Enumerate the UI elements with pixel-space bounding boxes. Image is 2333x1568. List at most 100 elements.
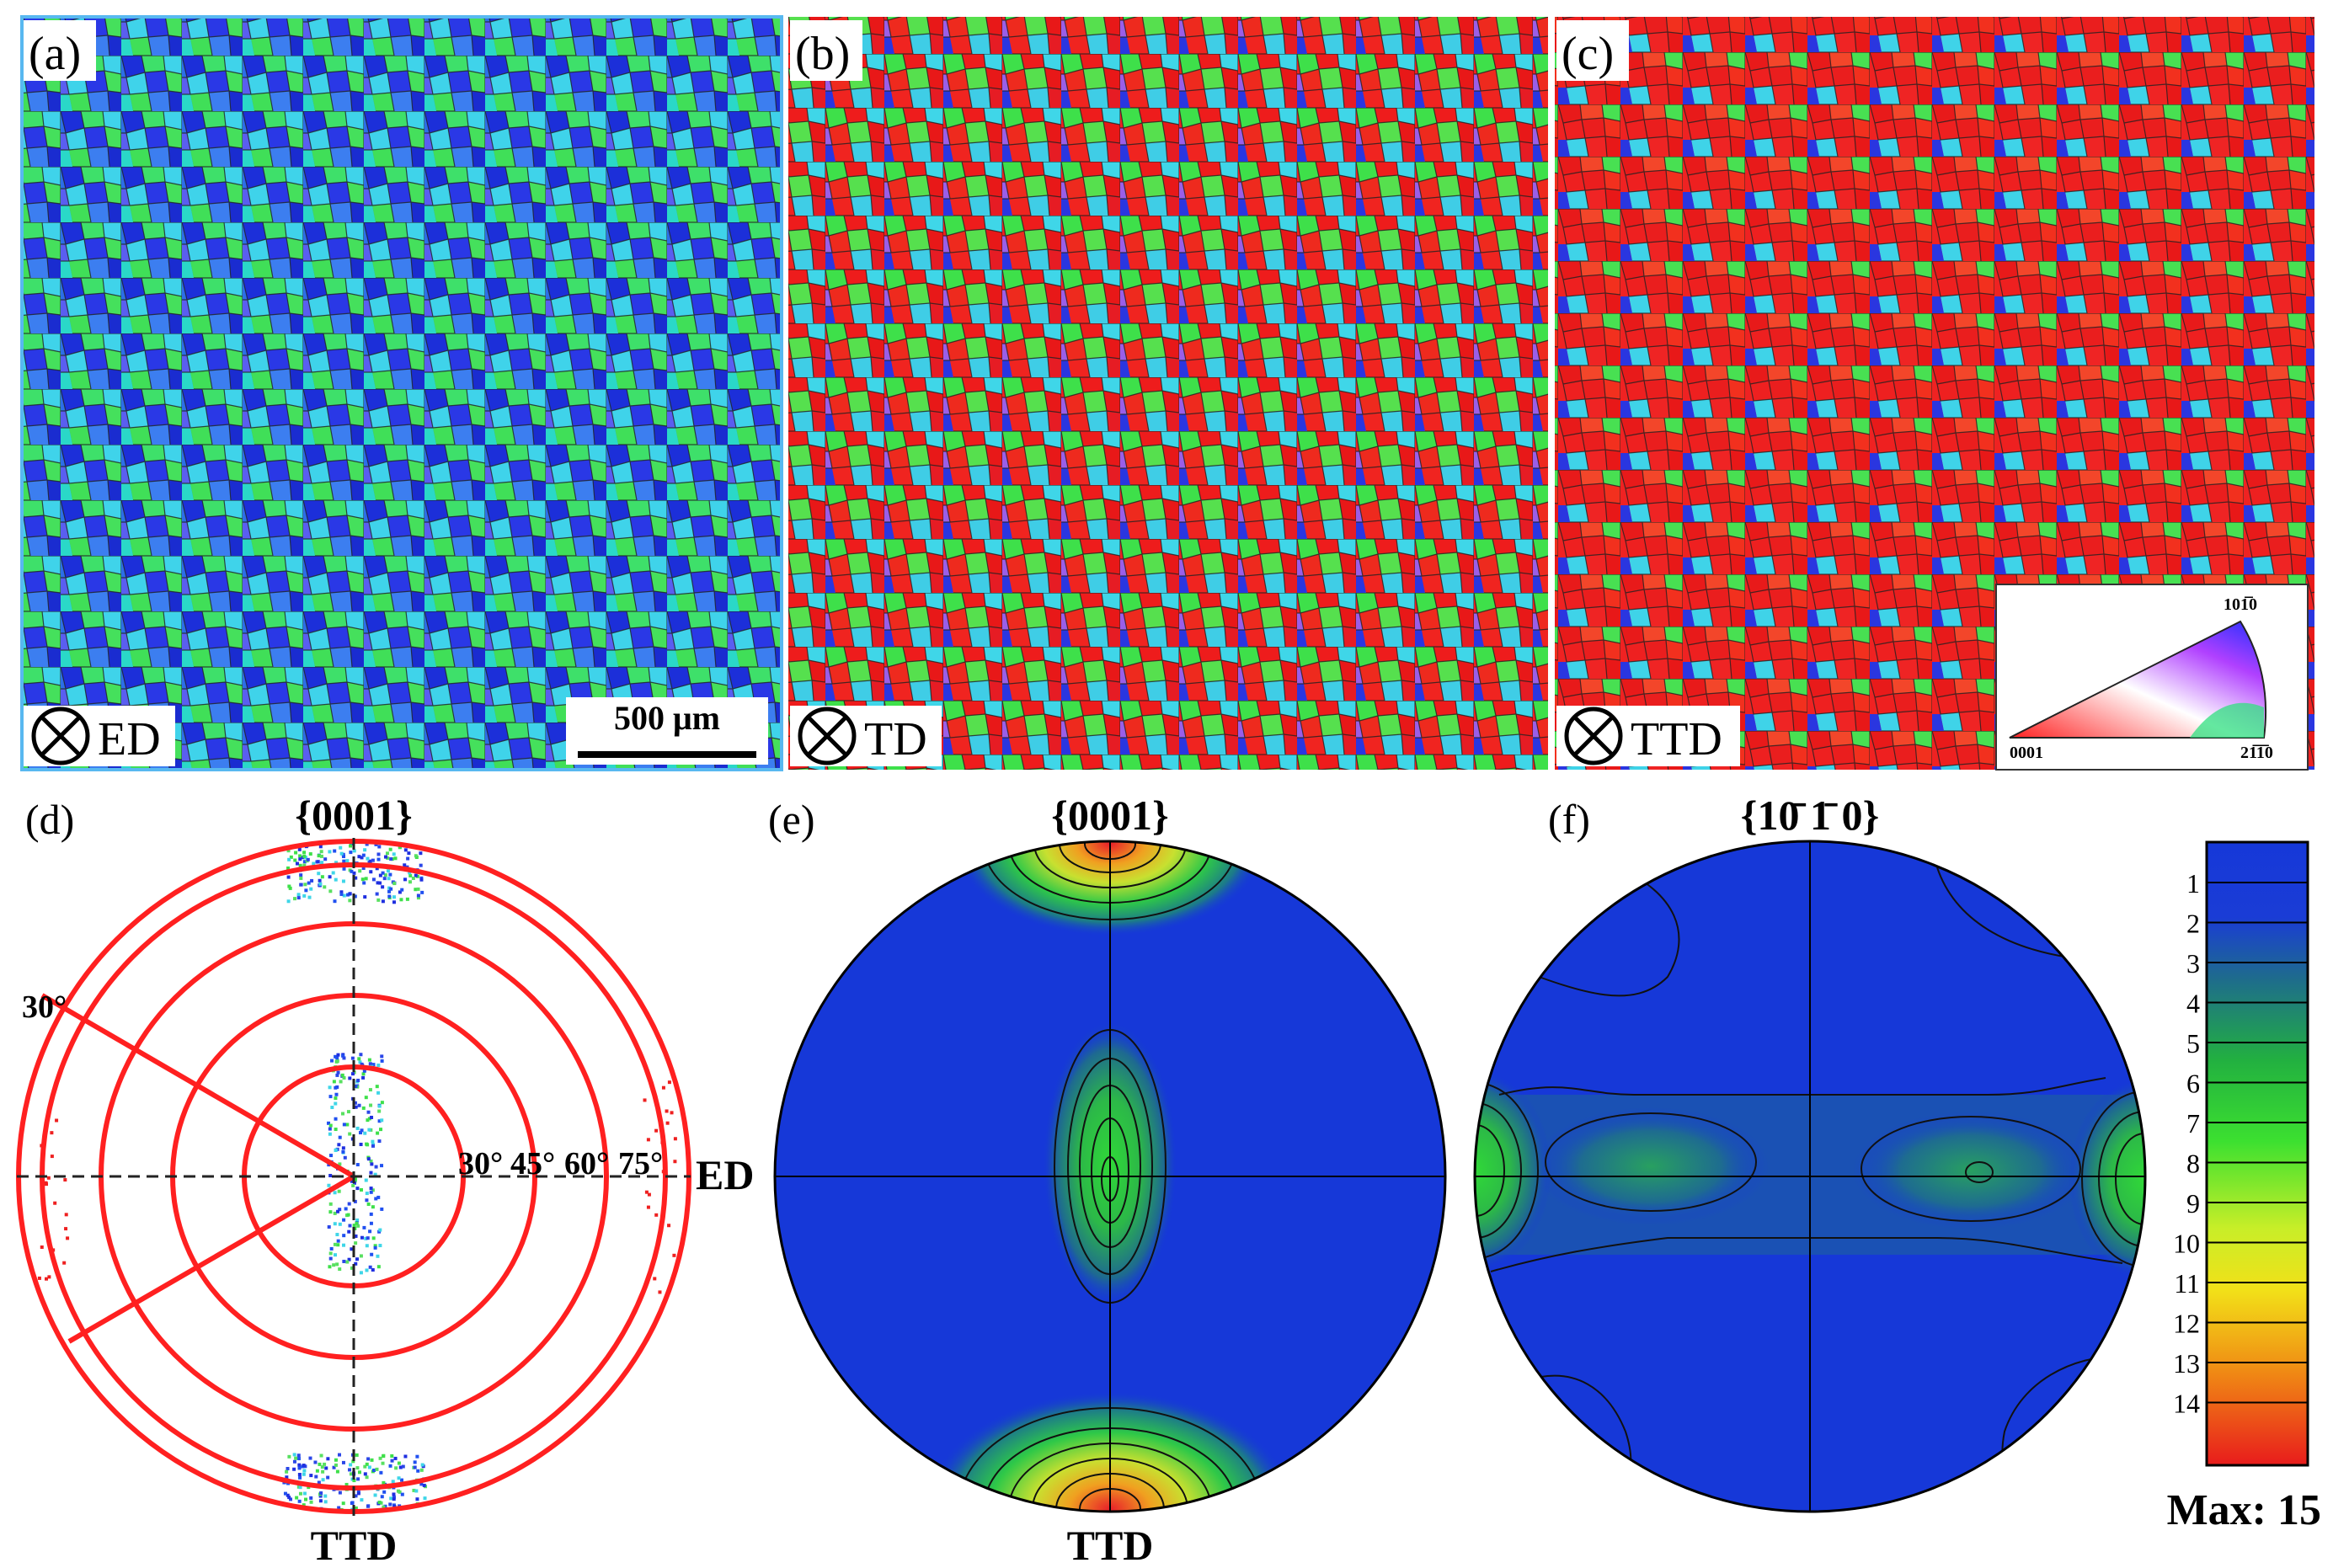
orientation-point xyxy=(654,1128,659,1133)
orientation-point xyxy=(336,1239,340,1243)
orientation-point xyxy=(342,1259,346,1263)
orientation-point xyxy=(342,1123,346,1127)
orientation-point xyxy=(393,856,398,861)
orientation-point xyxy=(420,1510,424,1512)
orientation-point xyxy=(334,1117,338,1121)
orientation-point xyxy=(341,1146,345,1150)
orientation-point xyxy=(334,877,338,882)
orientation-point xyxy=(360,1062,364,1066)
orientation-point xyxy=(392,882,397,886)
orientation-point xyxy=(64,1213,68,1217)
orientation-point xyxy=(343,1155,347,1160)
orientation-point xyxy=(354,876,358,880)
panel-b-ebsd-map: (b) TD xyxy=(788,17,1548,770)
orientation-point xyxy=(382,877,387,881)
orientation-point xyxy=(364,1096,368,1100)
orientation-point xyxy=(369,1159,373,1163)
orientation-point xyxy=(350,1517,353,1520)
orientation-point xyxy=(382,1505,386,1509)
panel-e-ttd-label: TTD xyxy=(1067,1522,1154,1568)
orientation-point xyxy=(414,834,418,837)
orientation-point xyxy=(348,1132,352,1136)
orientation-point xyxy=(410,841,414,844)
orientation-point xyxy=(387,894,392,899)
panel-e-label: (e) xyxy=(768,796,815,843)
orientation-point xyxy=(285,1469,289,1474)
orientation-point xyxy=(344,1482,349,1486)
orientation-point xyxy=(381,871,385,875)
orientation-point xyxy=(401,1517,404,1521)
orientation-point xyxy=(376,881,380,885)
orientation-point xyxy=(286,875,291,879)
orientation-point xyxy=(653,1277,657,1281)
orientation-point xyxy=(338,1162,342,1166)
orientation-point xyxy=(360,1128,364,1133)
orientation-point xyxy=(298,863,302,867)
orientation-point xyxy=(352,871,356,875)
orientation-point xyxy=(342,893,346,898)
orientation-point xyxy=(286,1519,289,1523)
orientation-point xyxy=(297,1463,302,1467)
orientation-point xyxy=(414,1517,417,1521)
orientation-point xyxy=(329,1246,334,1251)
orientation-point xyxy=(373,1493,377,1497)
orientation-point xyxy=(383,873,387,877)
orientation-point xyxy=(644,1165,649,1169)
orientation-point xyxy=(379,1470,383,1475)
orientation-point xyxy=(302,854,307,858)
orientation-point xyxy=(417,841,421,843)
orientation-point xyxy=(345,859,350,863)
orientation-point xyxy=(334,1054,338,1059)
orientation-point xyxy=(297,841,302,842)
orientation-point xyxy=(416,893,420,898)
orientation-point xyxy=(383,855,387,859)
orientation-point xyxy=(373,1245,377,1250)
orientation-point xyxy=(309,1496,313,1500)
color-bar-tick-label: 10 xyxy=(2173,1229,2200,1259)
orientation-point xyxy=(348,1076,352,1080)
orientation-point xyxy=(398,1465,403,1469)
orientation-point xyxy=(336,1053,340,1057)
orientation-point xyxy=(299,876,303,880)
orientation-point xyxy=(379,1515,382,1518)
orientation-point xyxy=(350,1056,355,1060)
orientation-point xyxy=(351,1459,355,1464)
orientation-point xyxy=(400,1492,404,1496)
orientation-point xyxy=(407,851,411,856)
panel-c-label: (c) xyxy=(1562,28,1614,80)
orientation-point xyxy=(286,1467,290,1471)
orientation-point xyxy=(358,869,362,873)
orientation-point xyxy=(367,1117,371,1121)
orientation-point xyxy=(380,1101,384,1105)
orientation-point xyxy=(365,842,369,846)
orientation-point xyxy=(665,1109,669,1113)
orientation-point xyxy=(403,1454,408,1459)
orientation-point xyxy=(292,1453,296,1457)
orientation-point xyxy=(361,1075,366,1080)
orientation-point xyxy=(37,1276,41,1280)
orientation-point xyxy=(392,895,396,899)
orientation-point xyxy=(324,1466,328,1470)
orientation-point xyxy=(342,1075,346,1080)
orientation-point xyxy=(366,856,370,861)
panel-f-label: (f) xyxy=(1548,796,1590,843)
orientation-point xyxy=(414,854,418,858)
orientation-point xyxy=(63,1178,67,1182)
color-bar-tick-label: 1 xyxy=(2186,868,2200,899)
orientation-point xyxy=(295,861,299,866)
orientation-point xyxy=(368,1088,372,1092)
orientation-point xyxy=(354,1234,358,1238)
orientation-point xyxy=(289,1497,293,1501)
color-bar-tick-label: 7 xyxy=(2186,1108,2200,1139)
orientation-point xyxy=(334,1092,339,1096)
orientation-point xyxy=(338,1208,342,1212)
orientation-point xyxy=(330,1106,334,1110)
orientation-point xyxy=(328,1256,333,1261)
orientation-point xyxy=(293,858,297,862)
orientation-point xyxy=(403,848,408,852)
orientation-point xyxy=(416,896,420,900)
orientation-point xyxy=(365,1268,369,1272)
orientation-point xyxy=(333,1242,337,1246)
orientation-point xyxy=(376,1064,381,1068)
orientation-point xyxy=(413,1460,417,1464)
